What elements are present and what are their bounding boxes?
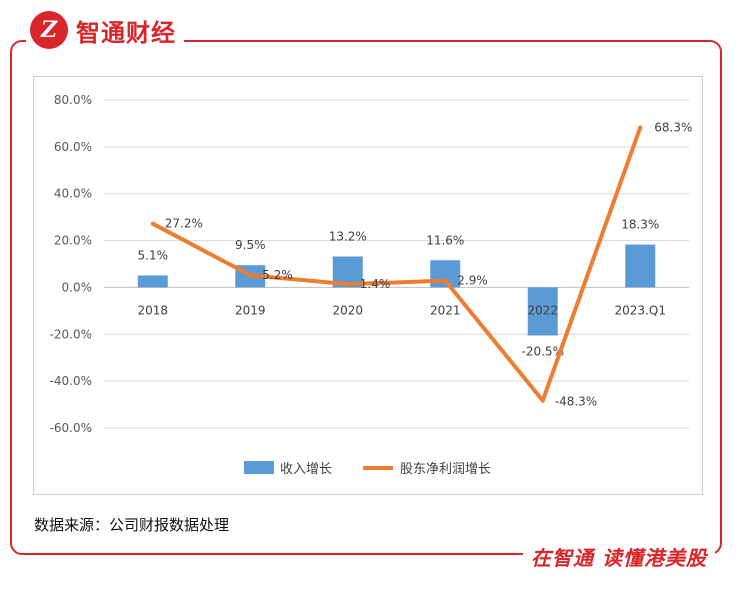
growth-chart: 80.0% 60.0% 40.0% 20.0% 0.0% -20.0% -40.0% -60.… [50, 93, 693, 477]
revenue-data-label: 18.3% [621, 218, 659, 232]
net-profit-data-label: -48.3% [555, 395, 597, 409]
brand-logo-icon: Z [30, 11, 68, 49]
legend-net-profit-label: 股东净利润增长 [400, 462, 491, 477]
net-profit-point [248, 273, 253, 278]
y-tick-label: 40.0% [54, 187, 92, 201]
net-profit-data-label: 2.9% [457, 274, 488, 288]
revenue-data-label: -20.5% [522, 344, 564, 358]
revenue-bar [527, 287, 558, 336]
net-profit-point [345, 282, 350, 287]
revenue-bar [137, 275, 168, 288]
net-profit-point [638, 125, 643, 130]
net-profit-data-label: 5.2% [262, 268, 293, 282]
chart-container: 80.0% 60.0% 40.0% 20.0% 0.0% -20.0% -40.0% -60.… [33, 76, 703, 495]
net-profit-data-label: 1.4% [360, 277, 391, 291]
data-source-note: 数据来源：公司财报数据处理 [34, 516, 230, 534]
y-tick-label: -40.0% [50, 374, 92, 388]
legend-revenue-swatch [244, 461, 274, 474]
y-tick-label: -20.0% [50, 327, 92, 341]
y-tick-label: 0.0% [62, 280, 93, 294]
revenue-data-label: 11.6% [426, 233, 464, 247]
net-profit-point [540, 398, 545, 403]
y-tick-label: 80.0% [54, 93, 92, 107]
x-tick-label: 2019 [235, 303, 266, 317]
x-tick-label: 2020 [332, 303, 363, 317]
y-tick-label: 60.0% [54, 140, 92, 154]
brand-name: 智通财经 [76, 18, 176, 47]
revenue-bar [625, 244, 656, 288]
net-profit-data-label: 27.2% [165, 217, 203, 231]
net-profit-point [150, 221, 155, 226]
x-tick-label: 2022 [527, 303, 558, 317]
brand-header: Z 智通财经 [26, 8, 184, 52]
y-tick-label: -60.0% [50, 421, 92, 435]
x-tick-label: 2021 [430, 303, 461, 317]
revenue-data-label: 5.1% [138, 248, 169, 262]
y-tick-label: 20.0% [54, 234, 92, 248]
revenue-data-label: 9.5% [235, 238, 266, 252]
legend-revenue-label: 收入增长 [280, 462, 332, 477]
x-tick-label: 2023.Q1 [615, 303, 666, 317]
slogan: 在智通 读懂港美股 [523, 542, 715, 571]
net-profit-data-label: 68.3% [654, 120, 692, 134]
revenue-data-label: 13.2% [329, 230, 367, 244]
article-frame [10, 40, 722, 555]
x-tick-label: 2018 [137, 303, 168, 317]
net-profit-point [443, 278, 448, 283]
net-profit-line [151, 126, 643, 403]
